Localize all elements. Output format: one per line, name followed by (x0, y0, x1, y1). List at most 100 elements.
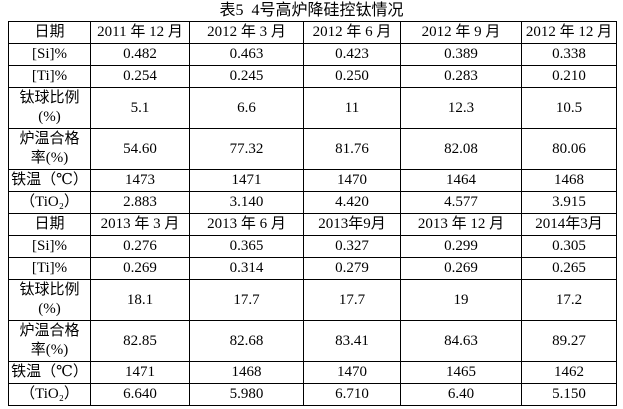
row-label: 铁温（℃） (8, 169, 91, 192)
date-cell: 2011 年 12 月 (90, 21, 190, 44)
table-row: [Ti]% 0.254 0.245 0.250 0.283 0.210 (8, 65, 617, 88)
row-label: 日期 (8, 21, 91, 44)
row-label: （TiO₂） (8, 383, 91, 406)
table-row: 钛球比例 (%) 5.1 6.6 11 12.3 10.5 (8, 87, 617, 129)
value-cell: 0.250 (303, 65, 401, 88)
value-cell: 89.27 (521, 320, 617, 362)
value-cell: 17.7 (303, 279, 401, 321)
table-row: 铁温（℃） 1471 1468 1470 1465 1462 (8, 361, 617, 384)
value-cell: 0.482 (90, 43, 190, 66)
value-cell: 0.365 (189, 235, 304, 258)
value-cell: 4.420 (303, 191, 401, 214)
date-header-row: 日期 2013 年 3 月 2013 年 6 月 2013年9月 2013 年 12 月… (8, 213, 617, 236)
value-cell: 0.389 (400, 43, 522, 66)
value-cell: 1471 (189, 169, 304, 192)
value-cell: 1468 (521, 169, 617, 192)
value-cell: 83.41 (303, 320, 401, 362)
date-header-row: 日期 2011 年 12 月 2012 年 3 月 2012 年 6 月 2012 年 … (8, 21, 617, 44)
table-row: 铁温（℃） 1473 1471 1470 1464 1468 (8, 169, 617, 192)
date-cell: 2013 年 6 月 (189, 213, 304, 236)
table-row: （TiO₂） 6.640 5.980 6.710 6.40 5.150 (8, 383, 617, 406)
value-cell: 1465 (400, 361, 522, 384)
data-table: 日期 2011 年 12 月 2012 年 3 月 2012 年 6 月 2012 年 … (8, 21, 617, 406)
value-cell: 0.265 (521, 257, 617, 280)
value-cell: 6.40 (400, 383, 522, 406)
row-label: [Si]% (8, 43, 91, 66)
value-cell: 0.283 (400, 65, 522, 88)
value-cell: 3.140 (189, 191, 304, 214)
value-cell: 0.305 (521, 235, 617, 258)
value-cell: 1462 (521, 361, 617, 384)
row-label: 铁温（℃） (8, 361, 91, 384)
value-cell: 18.1 (90, 279, 190, 321)
value-cell: 0.463 (189, 43, 304, 66)
value-cell: 0.269 (400, 257, 522, 280)
row-label: 钛球比例 (%) (8, 279, 91, 321)
value-cell: 54.60 (90, 128, 190, 170)
value-cell: 1470 (303, 169, 401, 192)
value-cell: 11 (303, 87, 401, 129)
value-cell: 82.68 (189, 320, 304, 362)
value-cell: 17.2 (521, 279, 617, 321)
date-cell: 2013年9月 (303, 213, 401, 236)
table-title: 表5 4号高炉降硅控钛情况 (219, 2, 404, 19)
value-cell: 0.327 (303, 235, 401, 258)
value-cell: 1470 (303, 361, 401, 384)
value-cell: 5.980 (189, 383, 304, 406)
value-cell: 81.76 (303, 128, 401, 170)
table-row: （TiO₂） 2.883 3.140 4.420 4.577 3.915 (8, 191, 617, 214)
value-cell: 3.915 (521, 191, 617, 214)
value-cell: 6.710 (303, 383, 401, 406)
value-cell: 6.640 (90, 383, 190, 406)
value-cell: 0.276 (90, 235, 190, 258)
value-cell: 19 (400, 279, 522, 321)
value-cell: 0.254 (90, 65, 190, 88)
value-cell: 5.150 (521, 383, 617, 406)
row-label: 日期 (8, 213, 91, 236)
date-cell: 2012 年 6 月 (303, 21, 401, 44)
value-cell: 10.5 (521, 87, 617, 129)
table-row: [Si]% 0.482 0.463 0.423 0.389 0.338 (8, 43, 617, 66)
row-label: 炉温合格 率(%) (8, 128, 91, 170)
date-cell: 2013 年 3 月 (90, 213, 190, 236)
date-cell: 2014年3月 (521, 213, 617, 236)
table-row: [Si]% 0.276 0.365 0.327 0.299 0.305 (8, 235, 617, 258)
value-cell: 0.210 (521, 65, 617, 88)
value-cell: 0.423 (303, 43, 401, 66)
value-cell: 4.577 (400, 191, 522, 214)
value-cell: 0.314 (189, 257, 304, 280)
date-cell: 2012 年 9 月 (400, 21, 522, 44)
value-cell: 6.6 (189, 87, 304, 129)
date-cell: 2013 年 12 月 (400, 213, 522, 236)
row-label: [Si]% (8, 235, 91, 258)
date-cell: 2012 年 3 月 (189, 21, 304, 44)
value-cell: 82.08 (400, 128, 522, 170)
value-cell: 1464 (400, 169, 522, 192)
value-cell: 1473 (90, 169, 190, 192)
row-label: 钛球比例 (%) (8, 87, 91, 129)
table-body: 日期 2011 年 12 月 2012 年 3 月 2012 年 6 月 2012 年 … (8, 21, 617, 406)
row-label: （TiO₂） (8, 191, 91, 214)
value-cell: 0.299 (400, 235, 522, 258)
value-cell: 5.1 (90, 87, 190, 129)
value-cell: 80.06 (521, 128, 617, 170)
row-label: [Ti]% (8, 65, 91, 88)
value-cell: 17.7 (189, 279, 304, 321)
table-row: [Ti]% 0.269 0.314 0.279 0.269 0.265 (8, 257, 617, 280)
date-cell: 2012 年 12 月 (521, 21, 617, 44)
value-cell: 1471 (90, 361, 190, 384)
value-cell: 0.269 (90, 257, 190, 280)
table-row: 炉温合格 率(%) 54.60 77.32 81.76 82.08 80.06 (8, 128, 617, 170)
value-cell: 82.85 (90, 320, 190, 362)
value-cell: 2.883 (90, 191, 190, 214)
value-cell: 1468 (189, 361, 304, 384)
value-cell: 84.63 (400, 320, 522, 362)
value-cell: 77.32 (189, 128, 304, 170)
row-label: 炉温合格 率(%) (8, 320, 91, 362)
row-label: [Ti]% (8, 257, 91, 280)
value-cell: 12.3 (400, 87, 522, 129)
value-cell: 0.338 (521, 43, 617, 66)
value-cell: 0.279 (303, 257, 401, 280)
table-row: 炉温合格 率(%) 82.85 82.68 83.41 84.63 89.27 (8, 320, 617, 362)
